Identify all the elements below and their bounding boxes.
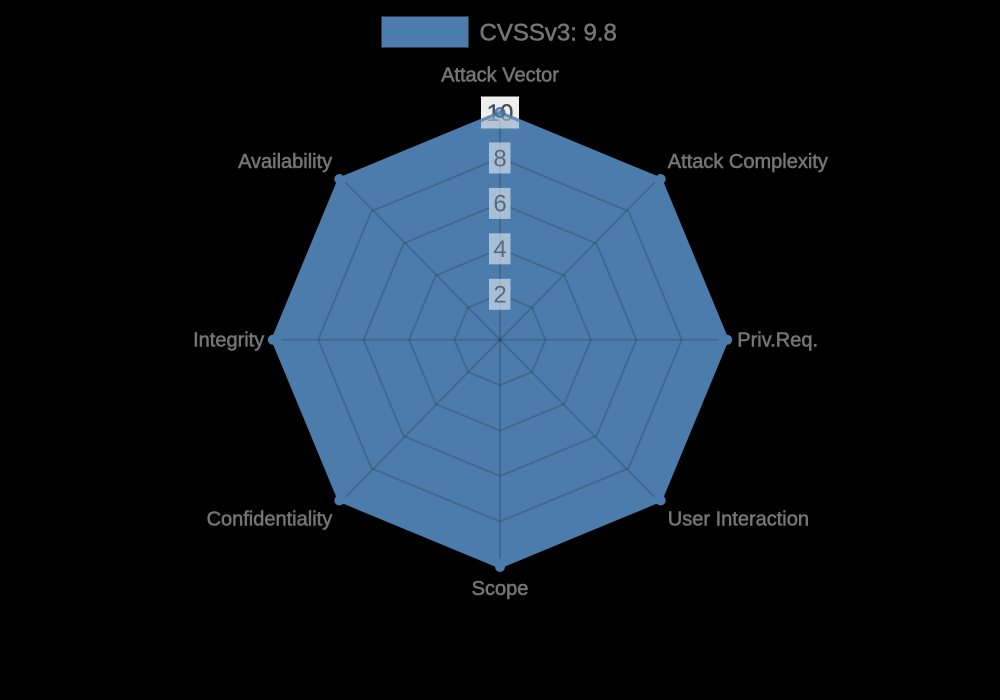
svg-text:Integrity: Integrity (193, 330, 264, 352)
svg-text:Priv.Req.: Priv.Req. (737, 330, 818, 352)
svg-text:2: 2 (493, 282, 506, 309)
svg-text:4: 4 (493, 236, 506, 263)
svg-text:8: 8 (493, 145, 506, 172)
svg-text:Attack Vector: Attack Vector (441, 65, 559, 87)
svg-text:6: 6 (493, 191, 506, 218)
svg-text:Scope: Scope (472, 578, 529, 600)
svg-text:Confidentiality: Confidentiality (207, 509, 333, 531)
svg-text:Attack Complexity: Attack Complexity (668, 151, 828, 173)
svg-text:Availability: Availability (238, 151, 332, 173)
svg-text:CVSSv3: 9.8: CVSSv3: 9.8 (480, 19, 617, 46)
svg-text:User Interaction: User Interaction (668, 509, 809, 531)
